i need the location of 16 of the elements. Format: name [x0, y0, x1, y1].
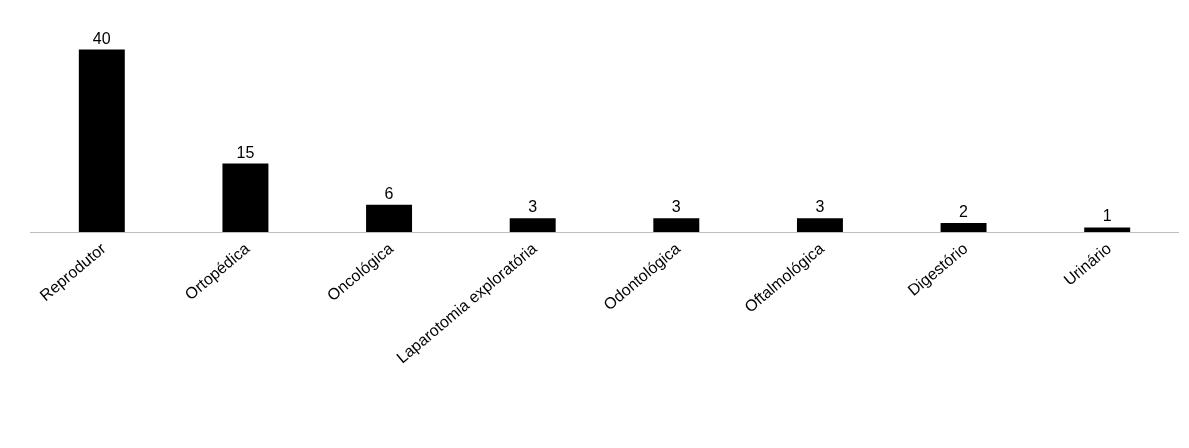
bar: [366, 204, 413, 232]
bar: [1084, 227, 1131, 232]
bar: [509, 218, 556, 232]
bar: [796, 218, 843, 232]
data-label: 1: [1102, 207, 1112, 225]
data-label: 40: [92, 29, 111, 47]
bar: [940, 222, 987, 232]
data-label: 3: [815, 198, 825, 216]
data-label: 3: [671, 198, 681, 216]
data-label: 2: [959, 202, 969, 220]
bar: [653, 218, 700, 232]
data-label: 15: [236, 143, 255, 161]
data-label: 6: [384, 184, 394, 202]
bar: [222, 163, 269, 232]
data-label: 3: [528, 198, 538, 216]
bar: [78, 49, 125, 232]
